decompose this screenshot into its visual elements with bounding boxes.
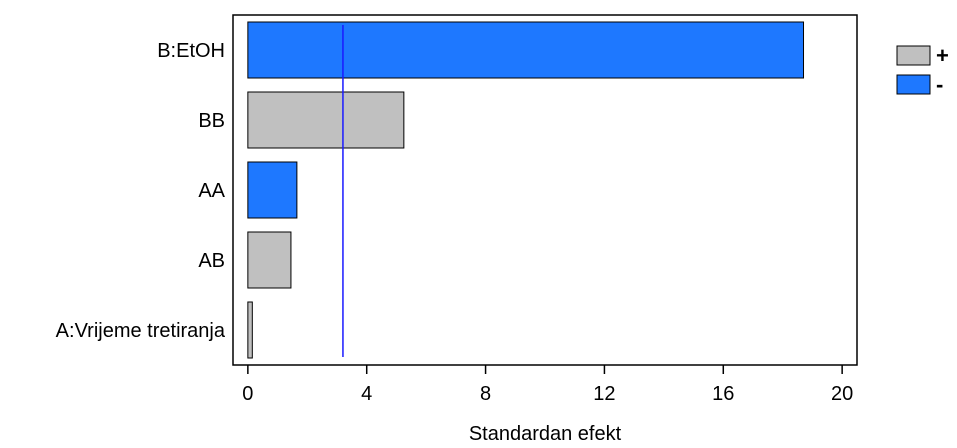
bar xyxy=(247,301,253,359)
category-label: B:EtOH xyxy=(157,40,225,62)
legend-swatch xyxy=(896,45,931,66)
category-label: BB xyxy=(198,110,225,132)
x-tick-label: 8 xyxy=(480,383,491,405)
bar xyxy=(247,91,405,149)
plot-frame xyxy=(232,14,858,366)
x-tick-label: 12 xyxy=(593,383,615,405)
x-axis: 0 4 8 12 16 20 xyxy=(242,365,853,405)
category-label: AB xyxy=(198,250,225,272)
category-labels: B:EtOH BB AA AB A:Vrijeme tretiranja xyxy=(56,40,226,342)
legend: +- xyxy=(896,43,949,97)
legend-label: - xyxy=(936,72,943,97)
bar xyxy=(247,231,292,289)
x-tick-label: 20 xyxy=(831,383,853,405)
category-label: AA xyxy=(198,180,225,202)
bar xyxy=(247,21,805,79)
legend-label: + xyxy=(936,43,949,68)
bar xyxy=(247,161,298,219)
x-tick-label: 16 xyxy=(712,383,734,405)
x-tick-label: 4 xyxy=(361,383,372,405)
category-label: A:Vrijeme tretiranja xyxy=(56,320,226,342)
x-axis-title: Standardan efekt xyxy=(469,423,622,445)
bars xyxy=(247,21,805,359)
legend-swatch xyxy=(896,74,931,95)
x-tick-label: 0 xyxy=(242,383,253,405)
